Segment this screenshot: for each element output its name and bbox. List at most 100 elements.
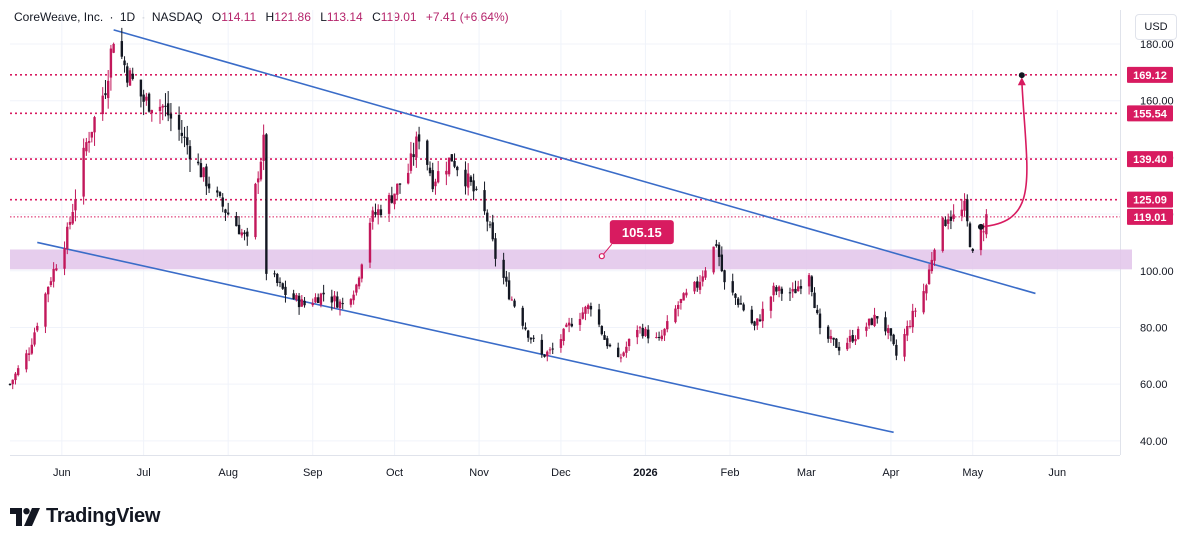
candle	[85, 137, 88, 156]
candle	[406, 163, 410, 185]
candle	[565, 322, 568, 328]
candle	[284, 280, 287, 303]
candle	[450, 154, 454, 162]
candle	[221, 193, 224, 213]
candle-body	[82, 147, 85, 197]
candle	[278, 277, 282, 288]
candle	[158, 99, 162, 124]
candle-body	[968, 223, 972, 248]
candle-body	[616, 347, 620, 358]
candle	[502, 252, 505, 285]
price-tick-label: 180.00	[1140, 39, 1174, 51]
candle-body	[507, 280, 511, 300]
candle	[546, 350, 549, 362]
candle	[835, 338, 838, 348]
candle-body	[796, 286, 800, 292]
time-tick-label: Jun	[1048, 467, 1066, 479]
candle-body	[246, 231, 249, 237]
candle-body	[510, 299, 514, 301]
candle-body	[243, 232, 246, 235]
candle	[927, 264, 931, 285]
close-label: C	[372, 10, 381, 24]
candle-body	[704, 270, 707, 278]
candle	[409, 141, 413, 174]
low-value: 113.14	[326, 10, 363, 24]
candle-body	[355, 284, 358, 293]
candle-body	[177, 114, 181, 130]
tradingview-logo: TradingView	[10, 505, 160, 528]
price-level-lines	[10, 74, 1120, 218]
candle-body	[36, 325, 39, 331]
candle	[807, 272, 811, 295]
candle	[14, 372, 17, 385]
candle-body	[723, 270, 726, 283]
high-value: 121.86	[274, 10, 311, 24]
open-value: 114.11	[221, 10, 257, 24]
candle-body	[316, 297, 320, 303]
candle	[475, 186, 478, 191]
candle-body	[865, 326, 868, 331]
time-tick-label: Aug	[218, 467, 238, 479]
candle-body	[445, 170, 448, 175]
candle	[417, 126, 421, 150]
candle-body	[543, 354, 546, 357]
candle	[693, 281, 696, 295]
candle	[371, 206, 374, 230]
currency-button[interactable]: USD	[1135, 14, 1177, 40]
candle-body	[873, 314, 876, 326]
candle	[616, 342, 620, 358]
projection-start-point	[977, 223, 984, 230]
candle-body	[218, 192, 222, 196]
candle-body	[396, 183, 399, 195]
candle	[104, 80, 107, 100]
candle	[379, 204, 383, 218]
candle	[319, 292, 323, 308]
candle	[265, 133, 268, 281]
candle	[930, 251, 934, 274]
candle-body	[717, 244, 721, 257]
candle-body	[505, 276, 508, 282]
candle	[169, 103, 173, 132]
candle	[25, 349, 28, 373]
candle	[638, 325, 642, 334]
candle-body	[982, 231, 985, 233]
candle	[641, 323, 644, 339]
candle	[608, 343, 612, 348]
candle	[453, 153, 456, 169]
candle-body	[739, 303, 743, 305]
candle-body	[27, 353, 31, 355]
annotation-label: 105.15	[622, 225, 662, 240]
candle-body	[886, 328, 890, 333]
candle	[734, 292, 737, 305]
candle-body	[884, 317, 887, 332]
candle	[636, 325, 639, 345]
candle-body	[816, 309, 819, 314]
candle	[33, 327, 36, 347]
candle-body	[851, 335, 854, 342]
candle	[445, 161, 448, 186]
candle	[145, 92, 148, 106]
price-tick-label: 60.00	[1140, 379, 1168, 391]
candle	[753, 320, 756, 331]
price-tick-label: 80.00	[1140, 322, 1168, 334]
candle	[914, 307, 917, 318]
candle	[428, 161, 432, 177]
candle-body	[11, 379, 14, 385]
candle-body	[693, 281, 696, 292]
candle-body	[606, 338, 609, 347]
time-tick-label: Jun	[53, 467, 71, 479]
candle	[466, 163, 470, 196]
candle-body	[109, 48, 113, 78]
candle-body	[794, 288, 797, 294]
candle	[292, 289, 295, 300]
candle	[846, 337, 849, 351]
candle	[570, 317, 574, 328]
time-tick-label: Nov	[469, 467, 489, 479]
candle-body	[297, 295, 301, 308]
candle	[526, 329, 530, 342]
candle	[188, 140, 192, 172]
candle	[483, 181, 486, 215]
candle	[865, 322, 868, 337]
candle-body	[660, 335, 664, 340]
